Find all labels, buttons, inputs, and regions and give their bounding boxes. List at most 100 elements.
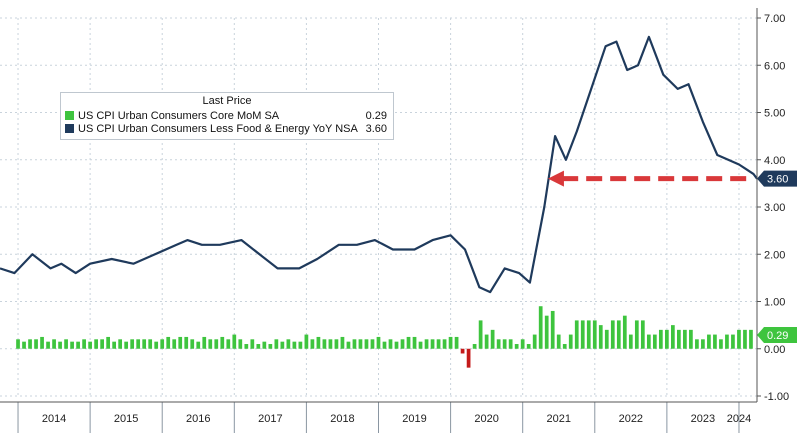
mom-bar	[580, 320, 585, 349]
mom-bar	[28, 339, 32, 349]
mom-bar	[598, 325, 603, 349]
x-tick-label: 2020	[474, 413, 498, 425]
mom-bar	[346, 341, 351, 349]
mom-bar	[196, 341, 201, 349]
mom-bar	[484, 334, 489, 349]
legend-label-yoy: US CPI Urban Consumers Less Food & Energ…	[78, 123, 358, 135]
mom-bar	[442, 339, 447, 349]
mom-bar	[112, 341, 117, 349]
mom-value-tag-text: 0.29	[767, 330, 788, 342]
y-tick-label: 2.00	[764, 249, 785, 261]
mom-bar	[58, 341, 62, 349]
mom-bar	[34, 339, 38, 349]
mom-bar	[550, 310, 555, 349]
tag-layer: 3.60 0.29	[757, 170, 797, 344]
mom-bar	[310, 339, 315, 349]
mom-bar	[538, 306, 543, 349]
mom-bar	[448, 336, 453, 349]
mom-bar	[220, 336, 225, 349]
mom-bar	[574, 320, 579, 349]
mom-bar	[568, 334, 573, 349]
x-tick-label: 2017	[258, 413, 282, 425]
mom-bar	[737, 329, 741, 349]
mom-bar	[430, 339, 435, 349]
mom-bar	[46, 341, 50, 349]
y-tick-label: 3.00	[764, 202, 785, 214]
legend-value-mom: 0.29	[365, 110, 387, 122]
legend-value-yoy: 3.60	[365, 123, 387, 135]
mom-bar	[322, 339, 327, 349]
x-tick-label: 2023	[691, 413, 715, 425]
mom-bar	[628, 334, 633, 349]
mom-bar	[622, 315, 627, 349]
mom-bar	[40, 336, 44, 349]
mom-bar	[232, 334, 237, 349]
legend-item-mom: US CPI Urban Consumers Core MoM SA 0.29	[65, 110, 393, 123]
mom-bar	[520, 339, 525, 349]
mom-bar	[292, 341, 297, 349]
x-tick-label: 2016	[186, 413, 210, 425]
mom-bar	[154, 341, 159, 349]
x-tick-label: 2014	[42, 413, 66, 425]
mom-bar	[460, 348, 465, 354]
mom-bar	[148, 339, 153, 349]
mom-bar	[94, 339, 98, 349]
mom-bar	[695, 339, 699, 349]
y-tick-label: 7.00	[764, 13, 785, 25]
mom-bar	[298, 341, 303, 349]
mom-bar	[358, 339, 363, 349]
mom-bar	[82, 339, 86, 349]
mom-bar	[64, 339, 68, 349]
line-layer	[0, 35, 758, 294]
mom-bar	[454, 336, 459, 349]
mom-bar	[640, 320, 645, 349]
mom-bar	[352, 339, 357, 349]
mom-bar	[226, 339, 231, 349]
mom-bar	[683, 329, 687, 349]
mom-value-tag-bg	[757, 327, 797, 344]
mom-bar	[328, 339, 333, 349]
mom-bar	[719, 339, 723, 349]
mom-bar	[418, 341, 423, 349]
yoy-value-tag-text: 3.60	[767, 174, 788, 186]
mom-bar	[142, 339, 147, 349]
mom-bar	[166, 336, 171, 349]
x-tick-label: 2021	[546, 413, 570, 425]
y-tick-label: 5.00	[764, 108, 785, 120]
mom-bar	[544, 315, 549, 349]
mom-bar	[316, 336, 321, 349]
mom-bar	[412, 336, 417, 349]
mom-bar	[646, 334, 651, 349]
mom-bar	[508, 339, 513, 349]
mom-bar	[262, 341, 267, 349]
x-tick-label: 2015	[114, 413, 138, 425]
mom-bar	[286, 339, 291, 349]
mom-bar	[616, 320, 621, 349]
mom-bar	[340, 336, 345, 349]
mom-bar	[388, 339, 393, 349]
mom-bar	[238, 339, 243, 349]
mom-bar	[382, 341, 387, 349]
mom-bar	[466, 348, 471, 368]
mom-bar	[562, 344, 567, 349]
mom-bar	[124, 341, 129, 349]
x-tick-label: 2019	[402, 413, 426, 425]
mom-bar	[664, 329, 669, 349]
mom-bar	[556, 334, 561, 349]
mom-bar	[160, 339, 165, 349]
y-tick-label: -1.00	[764, 391, 789, 403]
mom-bar	[244, 344, 249, 349]
mom-bar	[671, 325, 675, 349]
arrow-layer	[547, 170, 747, 187]
mom-bar	[701, 339, 705, 349]
y-tick-label: 6.00	[764, 60, 785, 72]
legend: Last Price US CPI Urban Consumers Core M…	[60, 92, 394, 140]
mom-bar	[731, 334, 735, 349]
mom-bar	[208, 339, 213, 349]
mom-bar	[274, 339, 279, 349]
mom-bar	[70, 341, 74, 349]
bar-layer	[16, 306, 753, 368]
mom-bar	[689, 329, 693, 349]
